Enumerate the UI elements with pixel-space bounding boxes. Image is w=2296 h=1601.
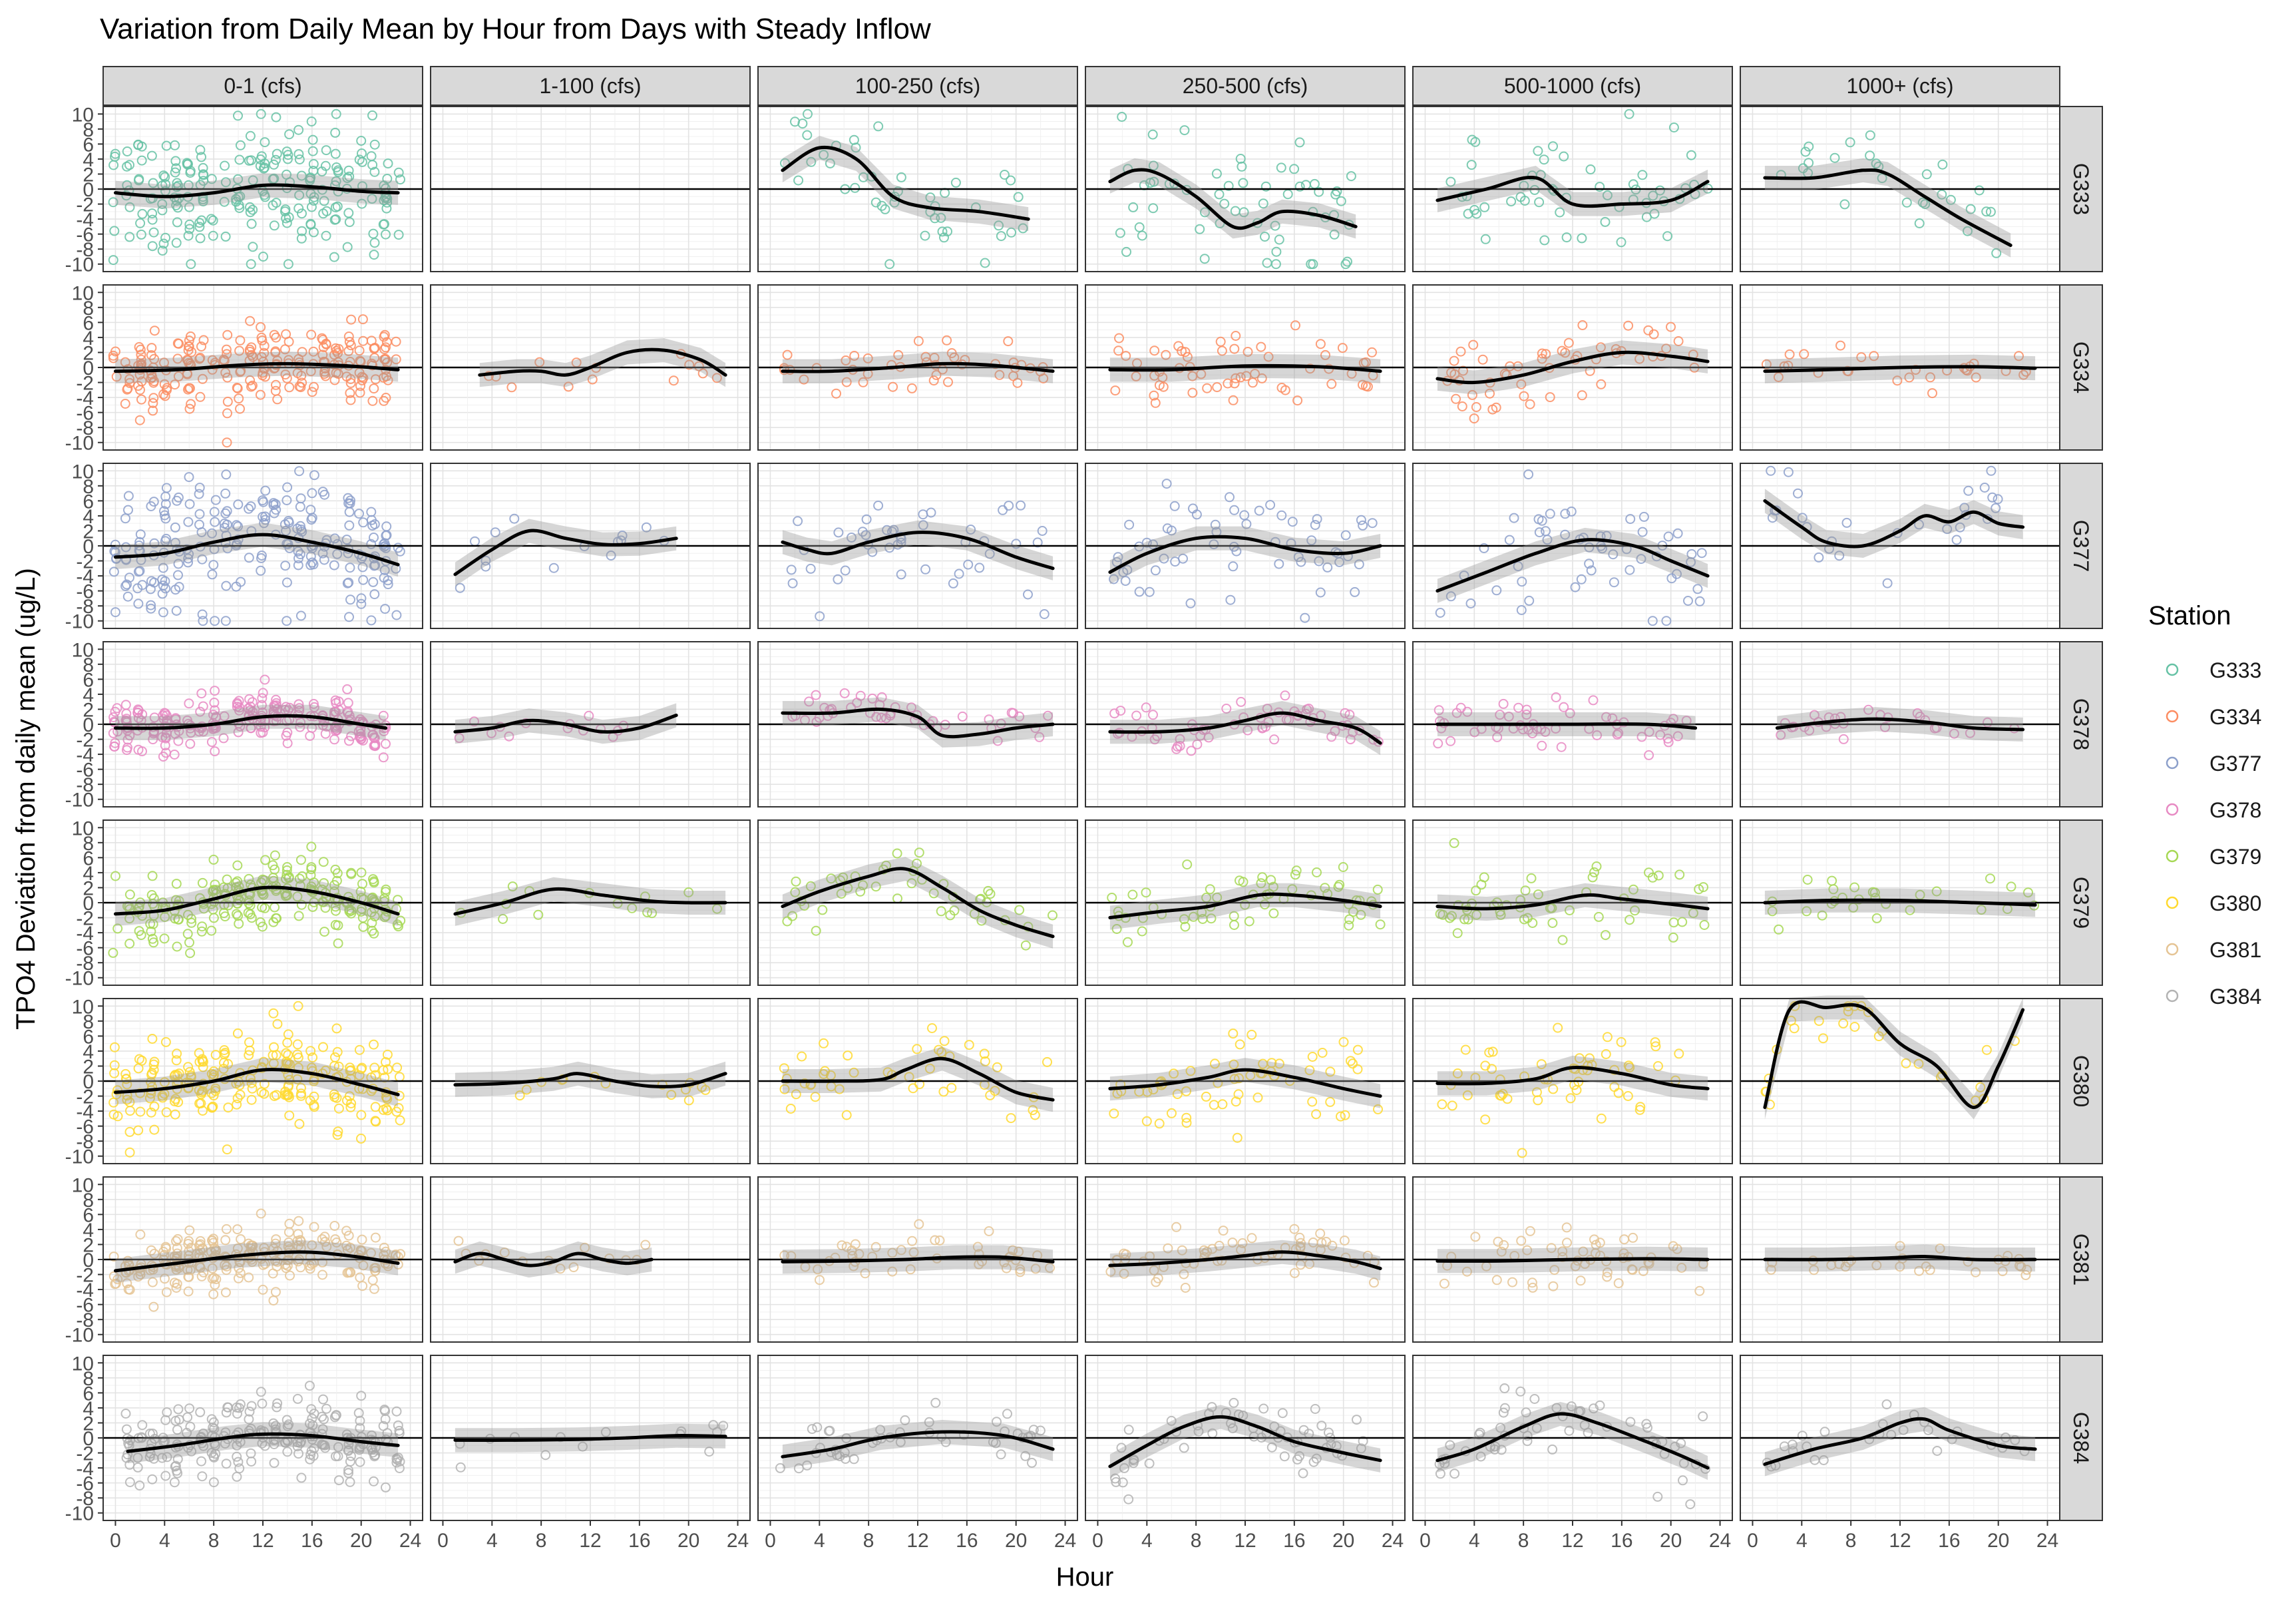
row-strip-label: G334 [2069,342,2093,393]
column-strip-label: 250-500 (cfs) [1183,74,1308,98]
row-strip: G334 [2060,285,2102,450]
panel [758,999,1077,1164]
row-strip: G377 [2060,463,2102,628]
y-tick-label: 10 [72,639,94,661]
y-tick-label: 10 [72,461,94,483]
panel [1413,1177,1732,1342]
panel [431,463,750,628]
row-strip-label: G333 [2069,163,2093,215]
row-strip: G379 [2060,820,2102,985]
panel [431,107,750,272]
panel [431,285,750,450]
row-strip: G380 [2060,999,2102,1164]
panel [103,999,423,1164]
panel [1740,285,2060,450]
column-strip-label: 100-250 (cfs) [855,74,981,98]
y-axis-title: TPO4 Deviation from daily mean (ug/L) [11,568,41,1030]
panel [431,1177,750,1342]
panel [1413,285,1732,450]
panel [758,1177,1077,1342]
column-strip-label: 1-100 (cfs) [540,74,642,98]
panel [758,642,1077,807]
panel [1740,463,2060,628]
row-strip-label: G381 [2069,1234,2093,1285]
panel [431,642,750,807]
row-strip: G333 [2060,107,2102,272]
column-strip: 500-1000 (cfs) [1413,67,1732,105]
column-strip-label: 0-1 (cfs) [224,74,301,98]
column-strip-label: 1000+ (cfs) [1847,74,1954,98]
panel [1085,999,1405,1164]
y-tick-label: 10 [72,817,94,839]
panel [758,285,1077,450]
panel [431,999,750,1164]
column-strip: 250-500 (cfs) [1085,67,1405,105]
panel [1085,285,1405,450]
panel [1085,463,1405,628]
row-strip: G381 [2060,1177,2102,1342]
y-tick-label: 10 [72,104,94,126]
panel [1085,642,1405,807]
panel [1740,107,2060,272]
y-tick-label: 10 [72,1174,94,1196]
panel [1413,999,1732,1164]
panel [1413,820,1732,985]
panel [1740,1177,2060,1342]
panels-layer: 0-1 (cfs) 1-100 (cfs) 100-250 (cfs) 250-500… [65,67,2102,1552]
row-strip-label: G378 [2069,698,2093,750]
panel [103,642,423,807]
panel [1740,996,2060,1164]
column-strip: 0-1 (cfs) [103,67,423,105]
panel [1413,642,1732,807]
panel [758,820,1077,985]
panel [758,107,1077,272]
chart-title: Variation from Daily Mean by Hour from D… [100,13,931,45]
y-tick-label: 10 [72,282,94,304]
panel [1740,820,2060,985]
column-strip: 1000+ (cfs) [1740,67,2060,105]
row-strip: G378 [2060,642,2102,807]
y-tick-label: 10 [72,996,94,1018]
row-strip-label: G380 [2069,1055,2093,1107]
panel [431,820,750,985]
panel [1740,642,2060,807]
panel [1085,820,1405,985]
panel [103,285,423,450]
column-strip-label: 500-1000 (cfs) [1504,74,1641,98]
panel [1085,107,1405,272]
panel [1413,463,1732,628]
panel [1085,1177,1405,1342]
x-axis-title: Hour [1056,1562,1114,1592]
panel [758,463,1077,628]
panel [103,1177,423,1342]
panel [1413,107,1732,272]
column-strip: 100-250 (cfs) [758,67,1077,105]
panel [103,463,423,628]
row-strip-label: G379 [2069,877,2093,929]
panel [103,107,423,272]
row-strip-label: G377 [2069,520,2093,572]
panel [103,820,423,985]
column-strip: 1-100 (cfs) [431,67,750,105]
